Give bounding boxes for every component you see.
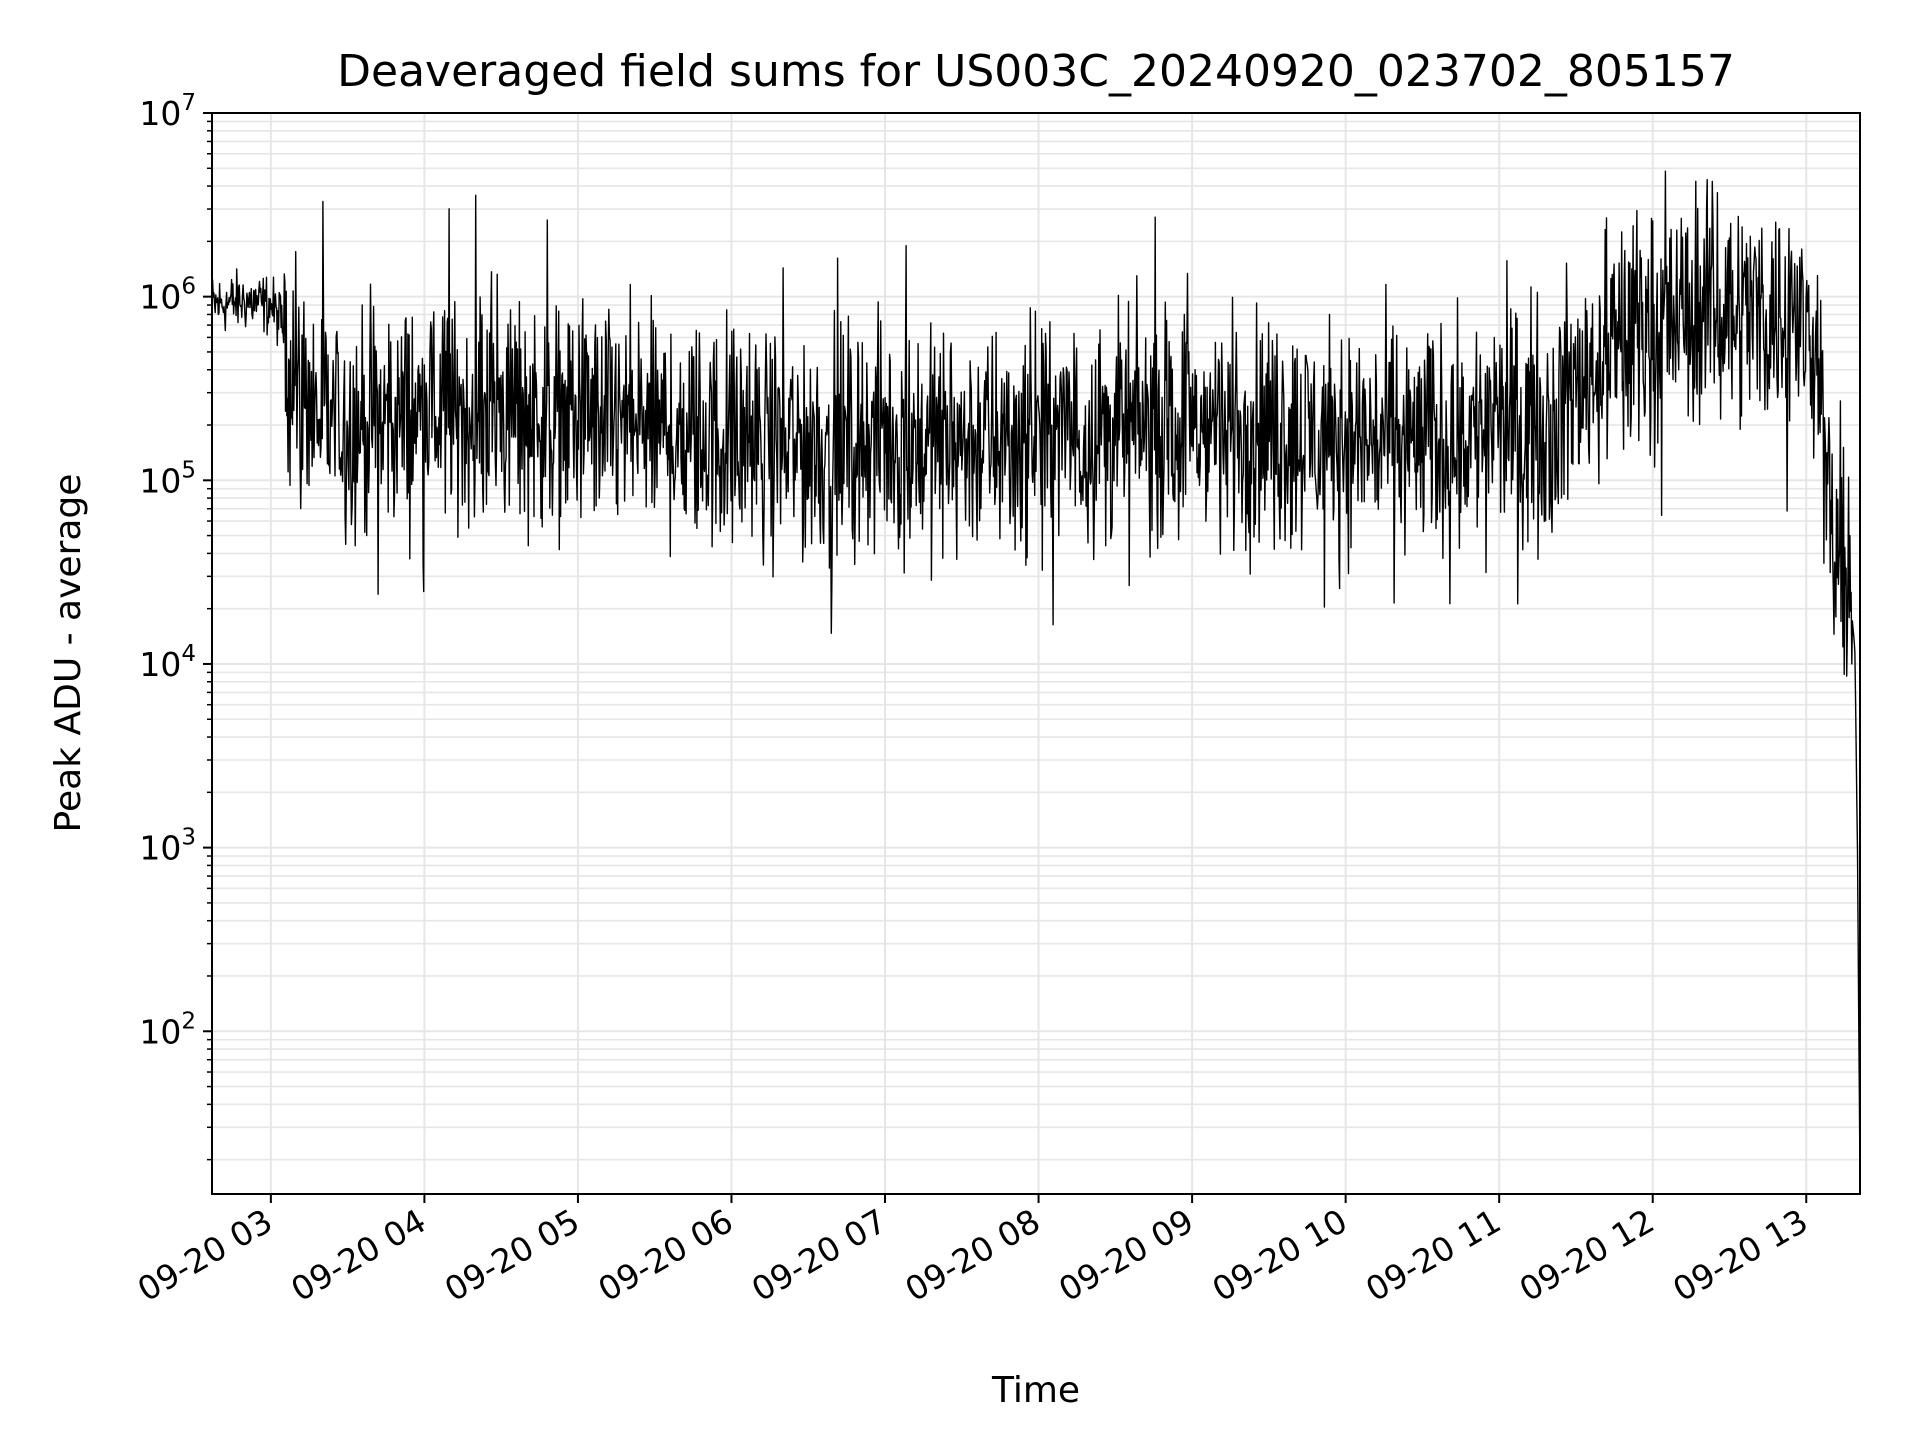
plot-frame [211,112,1861,1195]
x-axis-label: Time [991,1370,1080,1411]
data-series [211,170,1861,1183]
y-tick-label: 105 [139,457,196,500]
series-line [211,170,1861,1183]
y-axis-label: Peak ADU - average [48,474,89,833]
chart-title: Deaveraged field sums for US003C_2024092… [337,46,1735,97]
